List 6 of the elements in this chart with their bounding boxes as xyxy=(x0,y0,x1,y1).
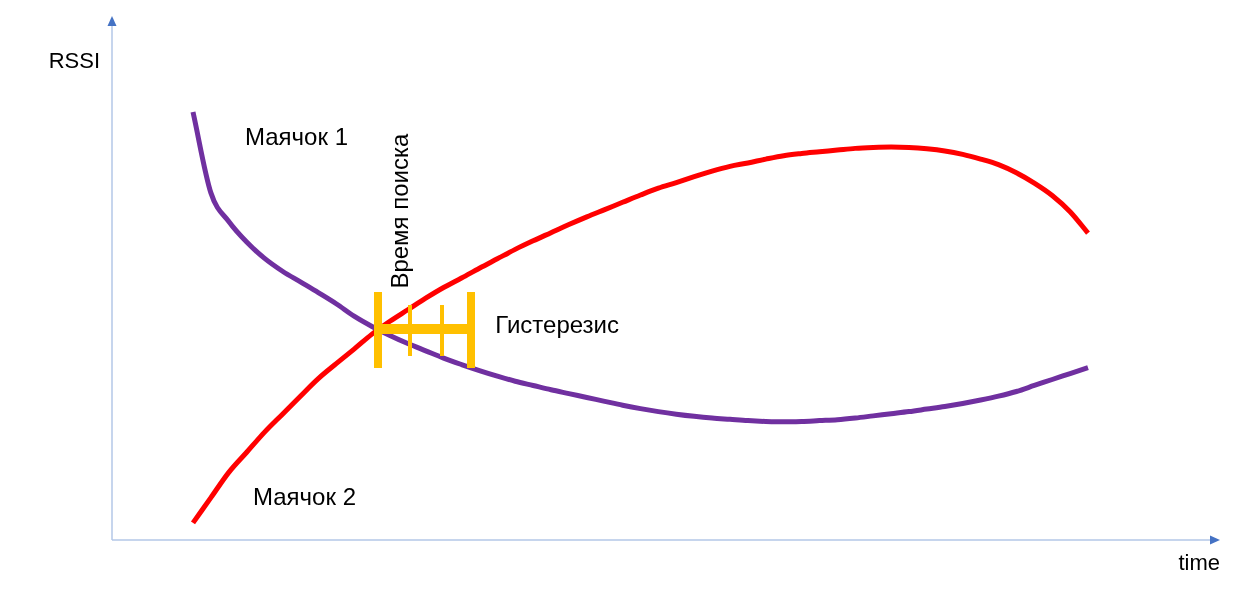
annotation: Время поиска xyxy=(386,132,414,289)
y-axis-title: RSSI xyxy=(48,48,100,73)
series-label: Маячок 2 xyxy=(253,482,356,510)
annotation: Гистерезис xyxy=(495,310,620,338)
x-axis-title: time xyxy=(1178,550,1220,575)
series-label: Маячок 1 xyxy=(245,123,348,150)
